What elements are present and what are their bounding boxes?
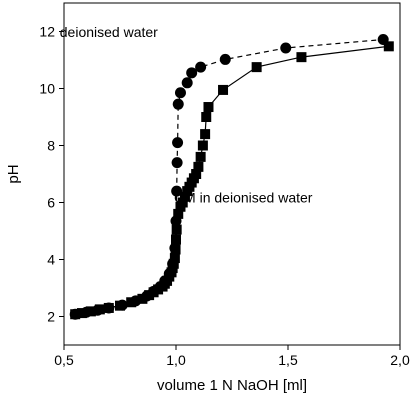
data-point-square — [137, 293, 148, 304]
plot-border — [63, 2, 401, 346]
data-point-square — [177, 197, 188, 208]
series-line — [75, 38, 384, 315]
data-point-square — [85, 306, 96, 317]
data-point-square — [296, 52, 307, 63]
data-point-circle — [172, 98, 184, 110]
x-tick-label: 1,0 — [166, 352, 186, 368]
y-tick-label: 10 — [39, 81, 55, 97]
data-point-square — [200, 129, 211, 140]
data-point-square — [193, 161, 204, 172]
data-point-square — [103, 302, 114, 313]
data-point-square — [201, 112, 212, 122]
series-cm-in-deionised-water — [70, 41, 394, 320]
x-axis: 0,5 1,0 1,5 2,0 — [54, 345, 410, 368]
x-axis-title: volume 1 N NaOH [ml] — [157, 377, 307, 394]
data-point-square — [203, 102, 214, 113]
annotation-cm-in-deionised-water: CM in deionised water — [174, 190, 313, 206]
data-point-square — [251, 62, 262, 73]
data-point-circle — [280, 42, 292, 54]
x-tick-label: 1,5 — [278, 352, 298, 368]
series-deionised-water — [69, 33, 389, 320]
data-point-square — [191, 169, 202, 179]
data-point-square — [171, 234, 181, 245]
data-point-square — [197, 140, 208, 151]
y-tick-label: 8 — [47, 138, 55, 154]
data-point-square — [173, 208, 184, 219]
data-point-square — [179, 191, 190, 202]
y-tick-label: 2 — [47, 309, 55, 325]
x-tick-label: 0,5 — [54, 352, 74, 368]
y-tick-label: 4 — [47, 252, 55, 268]
data-point-square — [195, 151, 206, 162]
data-point-square — [70, 309, 81, 320]
data-point-square — [76, 308, 87, 319]
data-point-circle — [181, 77, 193, 89]
data-point-circle — [195, 61, 207, 73]
x-tick-label: 2,0 — [390, 352, 410, 368]
data-point-square — [126, 297, 137, 308]
data-point-square — [170, 244, 181, 255]
data-point-circle — [186, 67, 198, 79]
series-line — [75, 45, 389, 315]
y-tick-label: 12 — [39, 24, 55, 40]
data-point-square — [383, 41, 394, 52]
data-point-square — [169, 253, 180, 264]
data-point-circle — [171, 157, 183, 169]
annotation-deionised-water: deionised water — [60, 24, 158, 40]
plot-area — [63, 2, 401, 346]
data-point-square — [168, 258, 179, 269]
data-point-square — [218, 84, 229, 95]
y-tick-label: 6 — [47, 195, 55, 211]
data-point-circle — [172, 137, 184, 149]
data-point-circle — [171, 185, 183, 197]
y-axis: 2 4 6 8 10 12 — [39, 24, 64, 325]
series-layer — [69, 33, 394, 320]
data-point-square — [94, 304, 105, 315]
data-point-circle — [219, 53, 231, 65]
y-axis-title: pH — [5, 164, 22, 183]
data-point-square — [171, 224, 182, 235]
data-point-circle — [174, 87, 186, 99]
data-point-square — [115, 300, 125, 311]
